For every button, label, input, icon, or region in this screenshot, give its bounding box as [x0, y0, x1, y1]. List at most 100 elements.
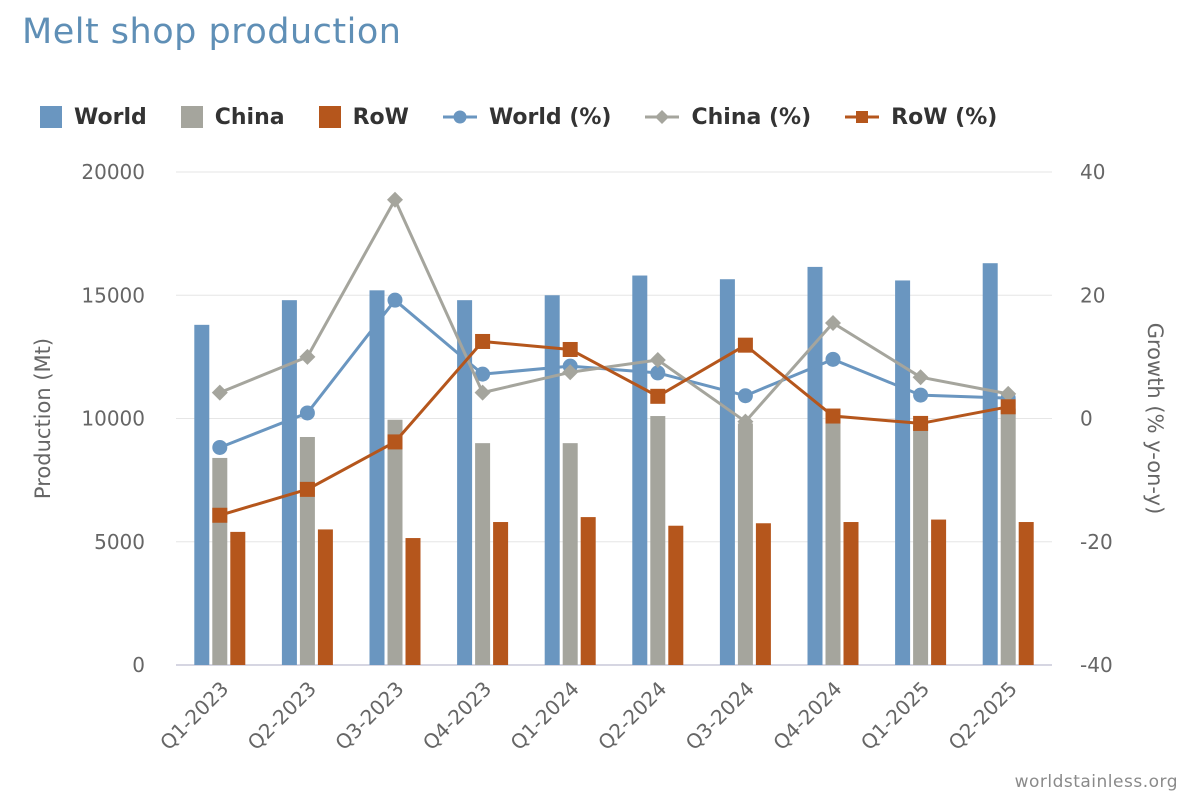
bar-world	[632, 275, 648, 665]
bar-row	[843, 522, 859, 665]
x-tick-label: Q2-2023	[243, 677, 321, 755]
bar-row	[931, 519, 947, 665]
point-circle	[387, 292, 403, 308]
bar-world	[457, 300, 473, 665]
x-tick-label: Q2-2025	[944, 677, 1022, 755]
legend-item-china[interactable]: China	[180, 104, 285, 130]
y2-tick-label: 40	[1080, 160, 1105, 184]
x-tick-label: Q2-2024	[593, 677, 671, 755]
bar-row	[230, 531, 246, 665]
point-square	[825, 408, 841, 424]
bar-world	[281, 300, 297, 665]
y2-tick-label: -40	[1080, 653, 1113, 677]
y-tick-label: 20000	[81, 160, 145, 184]
bar-world	[544, 295, 560, 665]
legend-item-china-pct[interactable]: China (%)	[645, 105, 811, 130]
x-tick-label: Q1-2025	[856, 677, 934, 755]
point-square	[475, 333, 491, 349]
bar-china	[212, 457, 228, 665]
bar-row	[668, 525, 684, 665]
bar-china	[737, 423, 753, 665]
legend-label: China	[214, 104, 285, 130]
bar-china	[913, 425, 929, 665]
x-tick-label: Q3-2024	[681, 677, 759, 755]
point-square	[562, 341, 578, 357]
y-axis-title: Production (Mt)	[31, 338, 55, 499]
bar-row	[755, 523, 771, 665]
bar-world	[369, 290, 385, 665]
bar-china	[650, 416, 666, 665]
y2-tick-label: 0	[1080, 407, 1093, 431]
legend-item-row[interactable]: RoW	[318, 104, 409, 130]
bar-world	[719, 279, 735, 665]
point-circle	[650, 365, 666, 381]
legend-item-world-pct[interactable]: World (%)	[442, 104, 612, 130]
bar-row	[493, 522, 509, 665]
row-bar-swatch-icon	[318, 106, 341, 128]
diamond-line-icon	[645, 110, 680, 124]
point-circle	[299, 405, 315, 421]
point-diamond	[387, 191, 403, 208]
bar-row	[405, 538, 421, 665]
bar-china	[825, 418, 841, 665]
point-diamond	[211, 384, 228, 401]
bar-world	[895, 280, 911, 665]
circle-line-icon	[442, 110, 477, 124]
series-line-row	[219, 339, 1009, 517]
legend-label: RoW (%)	[891, 104, 998, 130]
square-line-icon	[845, 111, 880, 123]
point-square	[1000, 399, 1016, 415]
point-circle	[825, 351, 841, 367]
bar-china	[299, 436, 315, 665]
y-tick-label: 0	[132, 653, 145, 677]
bar-series	[194, 263, 1034, 665]
bar-row	[1018, 522, 1034, 665]
point-diamond	[825, 314, 841, 331]
y2-tick-label: 20	[1080, 283, 1105, 307]
bar-row	[580, 517, 596, 665]
point-diamond	[737, 413, 754, 430]
legend-label: World (%)	[488, 104, 612, 130]
legend-item-row-pct[interactable]: RoW (%)	[845, 105, 997, 130]
point-square	[212, 507, 228, 523]
bar-world	[982, 263, 998, 665]
china-bar-swatch-icon	[180, 106, 203, 128]
point-square	[737, 337, 753, 353]
x-tick-label: Q1-2023	[155, 677, 233, 755]
bar-china	[562, 443, 578, 665]
point-diamond	[562, 364, 579, 381]
legend-label: RoW	[352, 104, 409, 130]
point-diamond	[912, 369, 929, 386]
bar-world	[194, 324, 210, 665]
legend-label: World	[74, 104, 147, 130]
x-tick-label: Q3-2023	[330, 677, 408, 755]
legend-label: China (%)	[691, 104, 812, 130]
point-circle	[913, 387, 929, 403]
legend: World China RoW World (%) China (%) RoW …	[40, 100, 1031, 134]
y-tick-label: 5000	[94, 530, 145, 554]
x-tick-label: Q4-2024	[768, 677, 846, 755]
bar-china	[475, 443, 491, 665]
point-circle	[737, 388, 753, 404]
point-circle	[475, 366, 491, 382]
y-tick-label: 10000	[81, 407, 145, 431]
point-diamond	[474, 384, 491, 401]
watermark: worldstainless.org	[1014, 772, 1178, 792]
series-line-world	[219, 298, 1009, 449]
world-bar-swatch-icon	[40, 106, 62, 128]
bar-china	[1000, 408, 1016, 665]
line-series	[211, 191, 1017, 523]
x-tick-label: Q4-2023	[418, 677, 496, 755]
point-square	[650, 388, 666, 404]
point-square	[299, 481, 315, 497]
point-square	[387, 434, 403, 450]
point-circle	[212, 439, 228, 455]
series-line-china	[219, 198, 1009, 424]
bar-row	[317, 529, 333, 665]
chart-title: Melt shop production	[22, 12, 402, 52]
point-diamond	[649, 351, 666, 368]
y2-tick-label: -20	[1080, 530, 1113, 554]
legend-item-world[interactable]: World	[40, 105, 147, 130]
x-tick-label: Q1-2024	[506, 677, 584, 755]
